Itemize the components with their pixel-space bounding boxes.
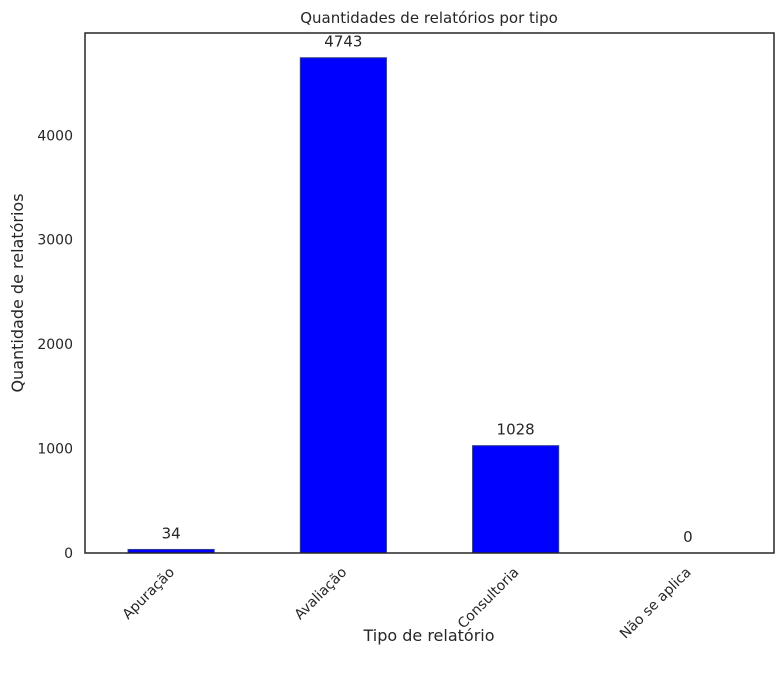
y-tick-label: 4000	[37, 128, 73, 144]
y-tick-label: 3000	[37, 233, 73, 249]
bar-2	[299, 57, 387, 554]
y-tick-label: 0	[64, 546, 73, 562]
y-axis: 0 1000 2000 3000 4000	[37, 128, 73, 562]
y-axis-label: Quantidade de relatórios	[8, 193, 27, 392]
chart-title: Quantidades de relatórios por tipo	[300, 9, 558, 27]
y-tick-label: 2000	[37, 337, 73, 353]
data-label-2: 4743	[324, 33, 362, 51]
data-label-4: 0	[683, 528, 693, 546]
y-tick-label: 1000	[37, 442, 73, 458]
plot-frame	[84, 32, 775, 554]
data-label-1: 34	[162, 524, 181, 542]
bar-3	[472, 445, 560, 554]
bars-group: 34 4743 1028 0	[127, 33, 693, 554]
data-label-3: 1028	[497, 421, 535, 439]
x-axis-label: Tipo de relatório	[362, 626, 494, 645]
